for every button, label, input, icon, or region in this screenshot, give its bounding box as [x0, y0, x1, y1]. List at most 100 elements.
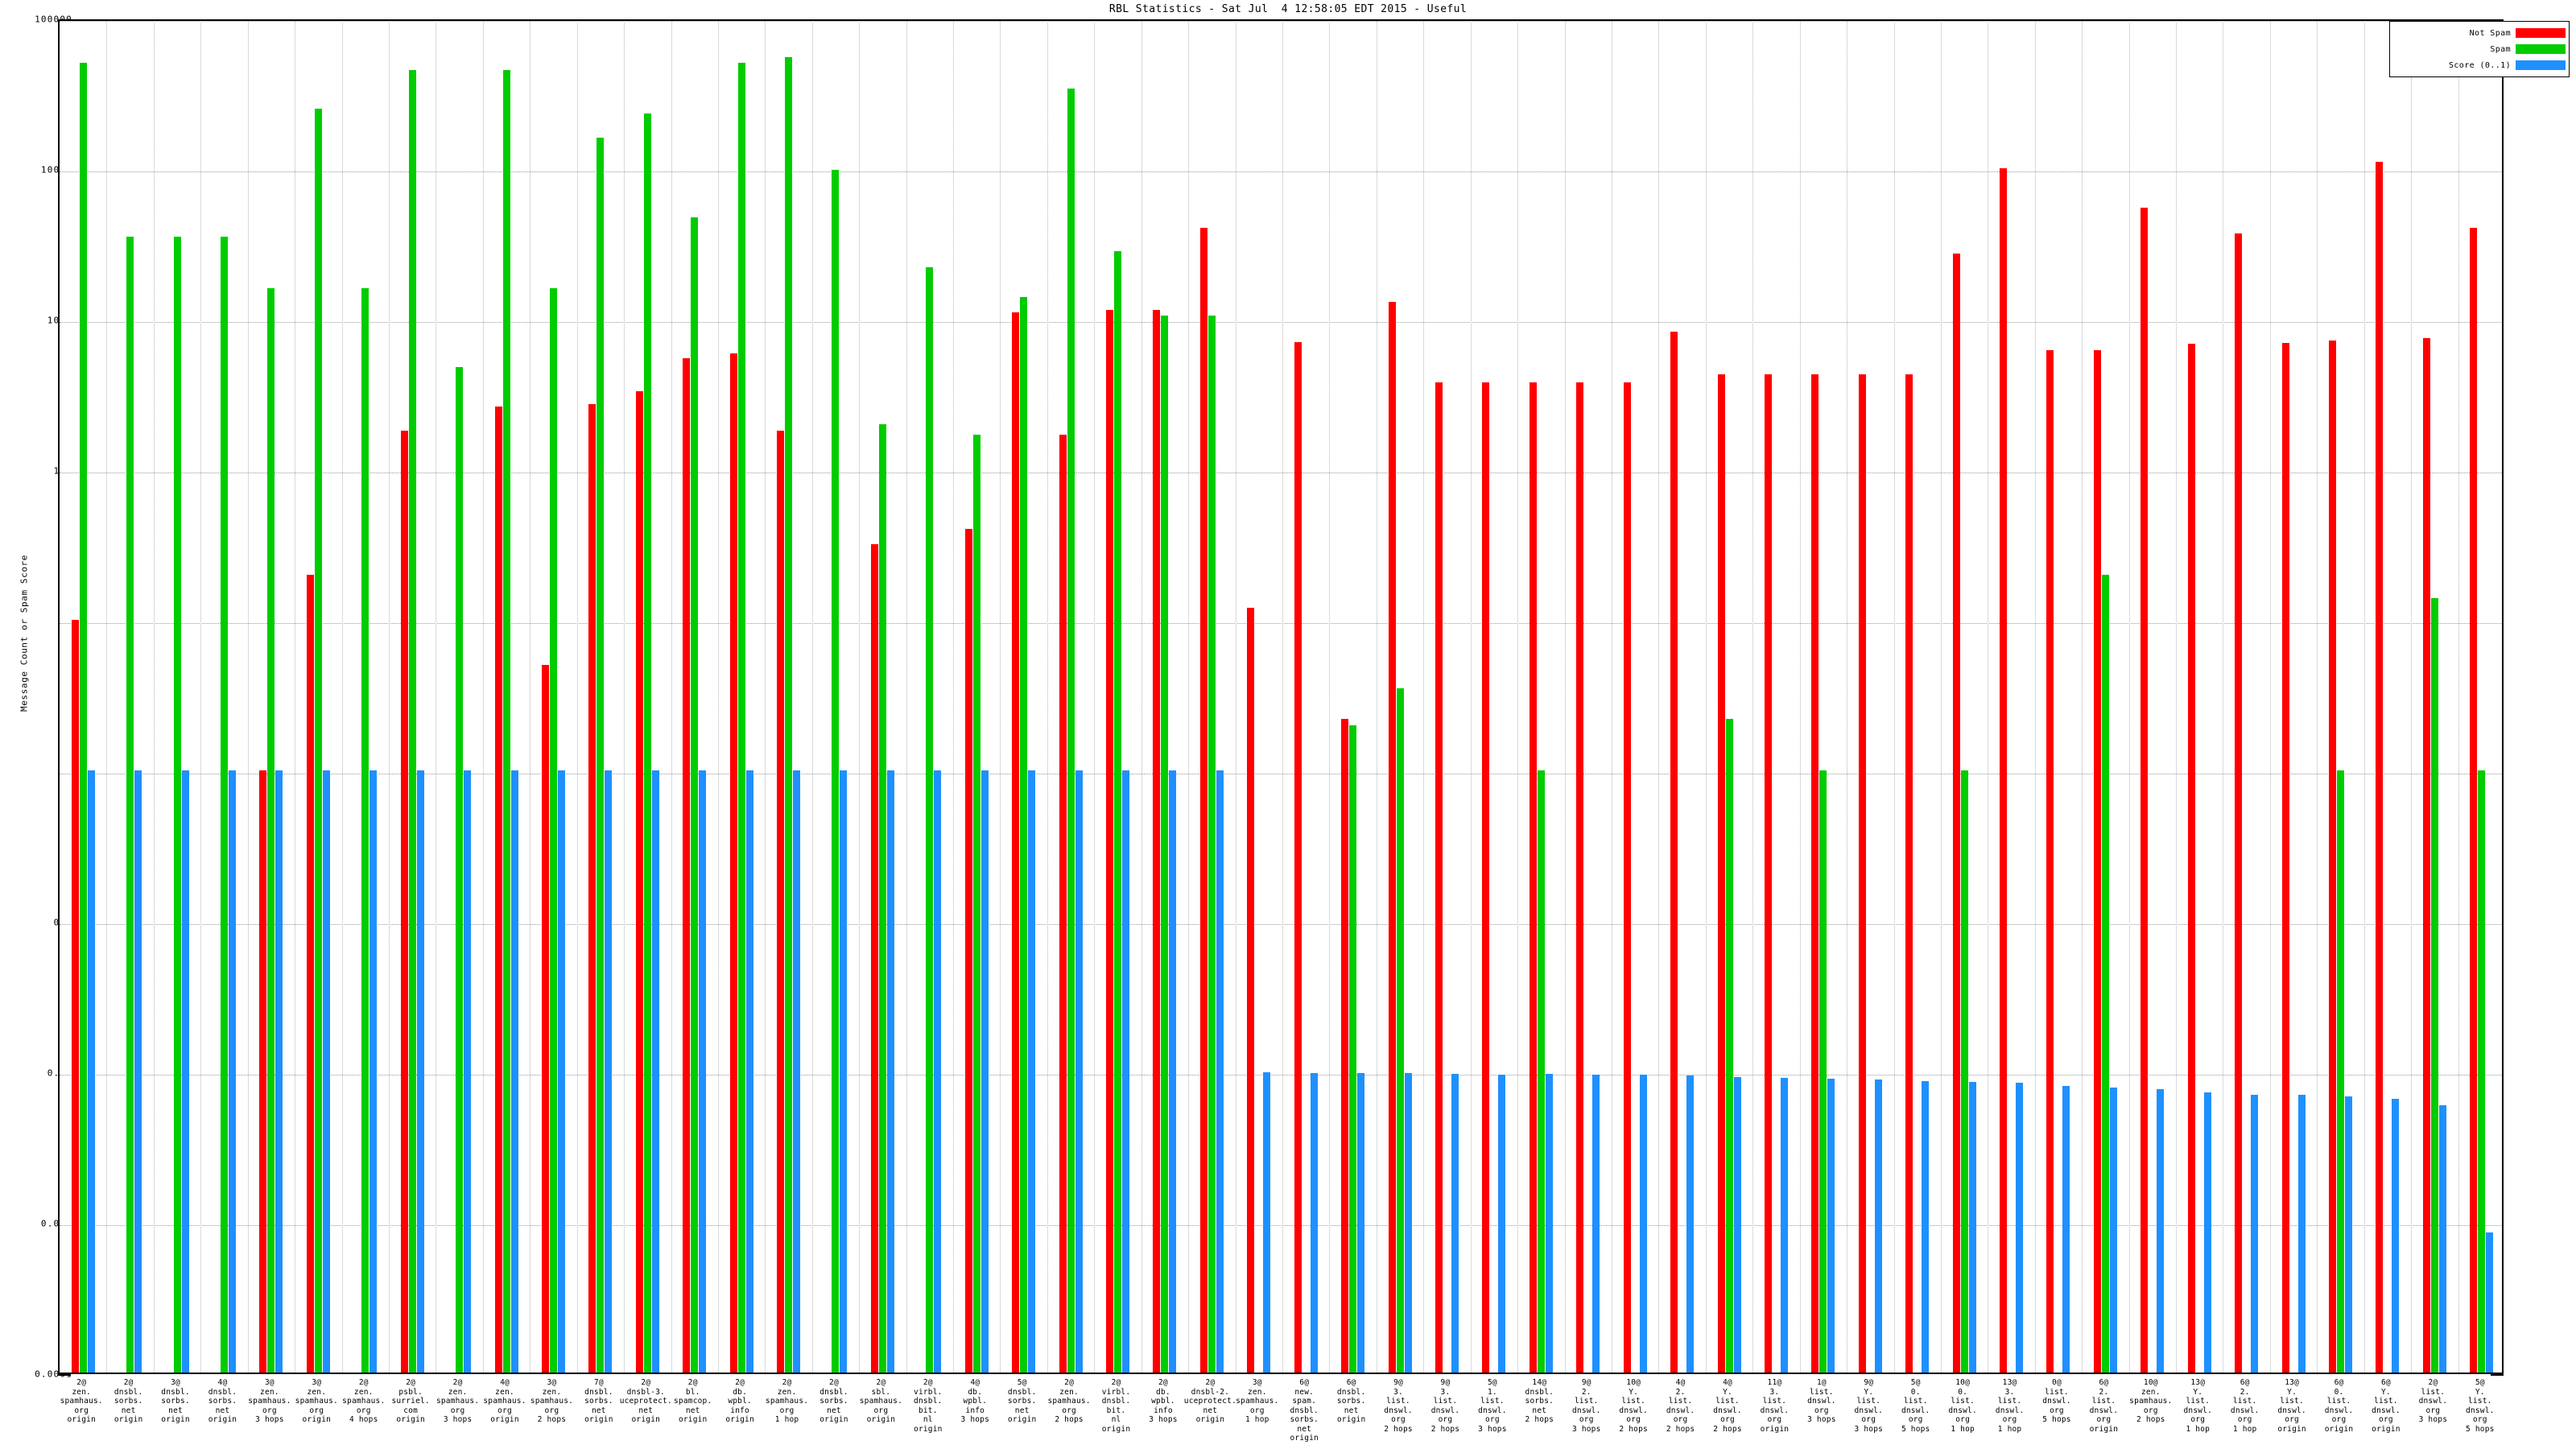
bar-score[interactable]: [840, 770, 848, 1373]
bar-spam[interactable]: [173, 237, 181, 1373]
bar-group[interactable]: [588, 21, 613, 1373]
bar-score[interactable]: [1216, 770, 1224, 1373]
bar-spam[interactable]: [2430, 597, 2438, 1373]
bar-not-spam[interactable]: [683, 357, 691, 1373]
bar-not-spam[interactable]: [777, 431, 785, 1373]
bar-group[interactable]: [1199, 21, 1224, 1373]
bar-score[interactable]: [1733, 1076, 1741, 1373]
bar-score[interactable]: [2251, 1094, 2259, 1373]
bar-not-spam[interactable]: [1529, 382, 1537, 1373]
bar-group[interactable]: [1764, 21, 1788, 1373]
bar-not-spam[interactable]: [2281, 343, 2289, 1373]
bar-score[interactable]: [1686, 1075, 1695, 1373]
bar-not-spam[interactable]: [400, 431, 408, 1373]
bar-not-spam[interactable]: [1811, 374, 1819, 1373]
bar-group[interactable]: [1858, 21, 1882, 1373]
bar-spam[interactable]: [1161, 316, 1169, 1373]
bar-group[interactable]: [918, 21, 942, 1373]
bar-not-spam[interactable]: [306, 574, 314, 1373]
bar-score[interactable]: [745, 770, 753, 1373]
bar-not-spam[interactable]: [1905, 374, 1913, 1373]
bar-group[interactable]: [1717, 21, 1741, 1373]
bar-group[interactable]: [964, 21, 989, 1373]
bar-score[interactable]: [464, 770, 472, 1373]
bar-score[interactable]: [1122, 770, 1130, 1373]
bar-spam[interactable]: [220, 237, 228, 1373]
bar-group[interactable]: [2140, 21, 2165, 1373]
bar-group[interactable]: [824, 21, 848, 1373]
bar-spam[interactable]: [361, 287, 369, 1373]
bar-spam[interactable]: [314, 108, 322, 1373]
bar-not-spam[interactable]: [2046, 349, 2054, 1373]
bar-group[interactable]: [1341, 21, 1365, 1373]
bar-not-spam[interactable]: [1717, 374, 1725, 1373]
bar-group[interactable]: [1952, 21, 1976, 1373]
bar-group[interactable]: [541, 21, 565, 1373]
bar-spam[interactable]: [878, 423, 886, 1373]
bar-spam[interactable]: [737, 63, 745, 1373]
bar-score[interactable]: [1874, 1080, 1882, 1373]
bar-not-spam[interactable]: [1059, 434, 1067, 1373]
bar-not-spam[interactable]: [964, 529, 972, 1373]
bar-group[interactable]: [1153, 21, 1177, 1373]
bar-score[interactable]: [1451, 1074, 1459, 1373]
bar-spam[interactable]: [549, 287, 557, 1373]
bar-spam[interactable]: [832, 169, 840, 1373]
bar-not-spam[interactable]: [1247, 608, 1255, 1373]
bar-group[interactable]: [777, 21, 801, 1373]
bar-score[interactable]: [2062, 1086, 2070, 1373]
bar-group[interactable]: [1811, 21, 1835, 1373]
bar-group[interactable]: [306, 21, 330, 1373]
bar-score[interactable]: [934, 770, 942, 1373]
bar-not-spam[interactable]: [1106, 309, 1114, 1373]
bar-not-spam[interactable]: [1388, 301, 1396, 1373]
bar-score[interactable]: [87, 770, 95, 1373]
bar-not-spam[interactable]: [1952, 254, 1960, 1373]
bar-score[interactable]: [1780, 1077, 1788, 1373]
bar-spam[interactable]: [1960, 770, 1968, 1373]
bar-not-spam[interactable]: [1294, 341, 1302, 1373]
bar-spam[interactable]: [1396, 688, 1404, 1373]
bar-score[interactable]: [1075, 770, 1083, 1373]
bar-spam[interactable]: [2337, 770, 2345, 1373]
bar-score[interactable]: [1968, 1082, 1976, 1373]
bar-score[interactable]: [1639, 1075, 1647, 1373]
bar-group[interactable]: [2235, 21, 2259, 1373]
bar-not-spam[interactable]: [1576, 382, 1584, 1373]
bar-not-spam[interactable]: [2093, 349, 2101, 1373]
bar-group[interactable]: [2000, 21, 2024, 1373]
bar-spam[interactable]: [79, 63, 87, 1373]
bar-score[interactable]: [1169, 770, 1177, 1373]
bar-not-spam[interactable]: [71, 620, 79, 1373]
bar-not-spam[interactable]: [2470, 228, 2478, 1373]
bar-not-spam[interactable]: [2000, 168, 2008, 1373]
bar-group[interactable]: [1247, 21, 1271, 1373]
bar-group[interactable]: [683, 21, 707, 1373]
bar-not-spam[interactable]: [2187, 344, 2195, 1373]
bar-score[interactable]: [134, 770, 142, 1373]
bar-not-spam[interactable]: [1482, 382, 1490, 1373]
bar-spam[interactable]: [1020, 296, 1028, 1373]
bar-not-spam[interactable]: [2422, 338, 2430, 1373]
bar-score[interactable]: [2109, 1088, 2117, 1373]
bar-group[interactable]: [1435, 21, 1459, 1373]
bar-score[interactable]: [1028, 770, 1036, 1373]
bar-score[interactable]: [2438, 1104, 2446, 1373]
bar-group[interactable]: [1623, 21, 1647, 1373]
bar-spam[interactable]: [267, 287, 275, 1373]
bar-group[interactable]: [213, 21, 236, 1373]
bar-score[interactable]: [1498, 1075, 1506, 1373]
bar-spam[interactable]: [691, 217, 699, 1373]
bar-group[interactable]: [729, 21, 753, 1373]
bar-not-spam[interactable]: [1199, 228, 1208, 1373]
bar-score[interactable]: [322, 770, 330, 1373]
bar-group[interactable]: [400, 21, 424, 1373]
bar-score[interactable]: [369, 770, 378, 1373]
bar-score[interactable]: [1922, 1081, 1930, 1373]
bar-group[interactable]: [494, 21, 518, 1373]
bar-score[interactable]: [886, 770, 894, 1373]
bar-spam[interactable]: [926, 266, 934, 1373]
bar-score[interactable]: [651, 770, 659, 1373]
bar-group[interactable]: [1482, 21, 1506, 1373]
bar-score[interactable]: [2157, 1089, 2165, 1373]
